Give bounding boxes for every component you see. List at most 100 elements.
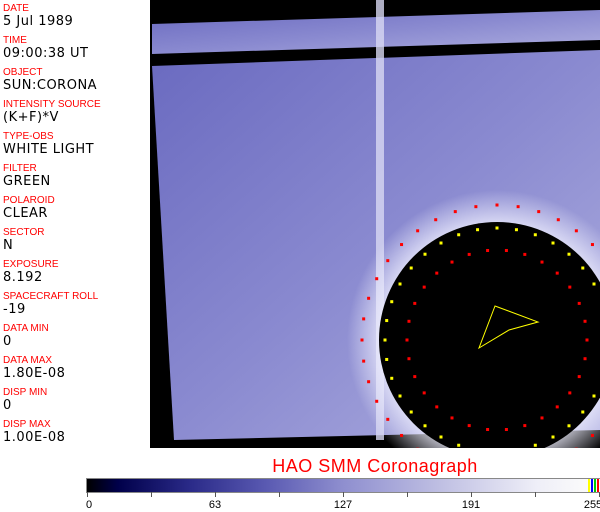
- red-marker-dot: [367, 380, 371, 384]
- meta-label: SECTOR: [3, 227, 45, 238]
- meta-label: DATA MAX: [3, 355, 53, 366]
- red-marker-dot: [523, 424, 527, 428]
- red-marker-dot: [486, 428, 490, 432]
- meta-label: TYPE-OBS: [3, 131, 54, 142]
- red-marker-dot: [435, 405, 439, 409]
- colorbar-tick-label: 63: [208, 499, 222, 511]
- meta-value: CLEAR: [3, 206, 48, 221]
- red-marker-dot: [537, 210, 541, 214]
- plot-title: HAO SMM Coronagraph: [272, 456, 478, 476]
- meta-label: EXPOSURE: [3, 259, 59, 270]
- red-marker-dot: [362, 317, 366, 321]
- meta-label: SPACECRAFT ROLL: [3, 291, 99, 302]
- yellow-marker-dot: [495, 226, 499, 230]
- yellow-marker-dot: [551, 241, 555, 245]
- colorbar-tick-label: 127: [333, 499, 353, 511]
- streak: [376, 0, 384, 440]
- yellow-marker-dot: [390, 376, 394, 380]
- yellow-marker-dot: [581, 266, 585, 270]
- red-marker-dot: [467, 252, 471, 256]
- red-marker-dot: [467, 424, 471, 428]
- red-marker-dot: [367, 296, 371, 300]
- red-marker-dot: [486, 248, 490, 252]
- coronagraph-svg: [152, 0, 600, 490]
- meta-value: 1.80E-08: [3, 366, 66, 381]
- colorbar-tick: [471, 492, 472, 497]
- red-marker-dot: [523, 252, 527, 256]
- red-marker-dot: [556, 218, 560, 222]
- red-marker-dot: [434, 218, 438, 222]
- red-marker-dot: [516, 205, 520, 209]
- red-marker-dot: [540, 260, 544, 264]
- red-marker-dot: [540, 416, 544, 420]
- meta-label: DATA MIN: [3, 323, 49, 334]
- red-marker-dot: [585, 338, 589, 342]
- yellow-marker-dot: [398, 394, 402, 398]
- colorbar-green-marker: [594, 479, 596, 492]
- red-marker-dot: [405, 338, 409, 342]
- meta-value: SUN:CORONA: [3, 78, 98, 93]
- red-marker-dot: [568, 391, 572, 395]
- meta-value: 09:00:38 UT: [3, 46, 89, 61]
- meta-label: OBJECT: [3, 67, 43, 78]
- red-marker-dot: [375, 277, 379, 281]
- yellow-marker-dot: [383, 338, 387, 342]
- yellow-marker-dot: [409, 410, 413, 414]
- yellow-marker-dot: [533, 233, 537, 237]
- yellow-marker-dot: [581, 410, 585, 414]
- yellow-polygon-marker: [478, 305, 540, 350]
- yellow-marker-dot: [439, 435, 443, 439]
- yellow-marker-dot: [533, 443, 537, 447]
- yellow-marker-dot: [385, 357, 389, 361]
- colorbar-tick: [151, 492, 152, 497]
- red-marker-dot: [495, 203, 499, 207]
- colorbar-yellow-marker: [588, 479, 590, 492]
- yellow-marker-dot: [514, 228, 518, 232]
- meta-value: 8.192: [3, 270, 43, 285]
- yellow-marker-dot: [439, 241, 443, 245]
- meta-value: 0: [3, 334, 12, 349]
- red-marker-dot: [555, 271, 559, 275]
- red-marker-dot: [583, 319, 587, 323]
- yellow-marker-dot: [390, 300, 394, 304]
- red-marker-dot: [450, 260, 454, 264]
- red-marker-dot: [435, 271, 439, 275]
- yellow-marker-dot: [551, 435, 555, 439]
- red-marker-dot: [453, 210, 457, 214]
- red-marker-dot: [568, 285, 572, 289]
- red-marker-dot: [413, 375, 417, 379]
- red-marker-dot: [577, 375, 581, 379]
- yellow-marker-dot: [423, 424, 427, 428]
- colorbar: [86, 478, 600, 493]
- red-marker-dot: [386, 259, 390, 263]
- yellow-marker-dot: [476, 228, 480, 232]
- meta-value: 1.00E-08: [3, 430, 66, 445]
- colorbar-tick: [279, 492, 280, 497]
- red-marker-dot: [400, 243, 404, 247]
- red-marker-dot: [407, 357, 411, 361]
- red-marker-dot: [577, 301, 581, 305]
- red-marker-dot: [590, 243, 594, 247]
- yellow-marker-dot: [567, 252, 571, 256]
- meta-label: INTENSITY SOURCE: [3, 99, 101, 110]
- meta-label: DISP MIN: [3, 387, 48, 398]
- yellow-marker-dot: [457, 233, 461, 237]
- yellow-marker-dot: [592, 394, 596, 398]
- colorbar-tick-label: 191: [461, 499, 481, 511]
- red-marker-dot: [400, 433, 404, 437]
- metadata-panel: DATE 5 Jul 1989 TIME 09:00:38 UT OBJECT SUN:C…: [0, 0, 152, 448]
- yellow-marker-dot: [423, 252, 427, 256]
- meta-value: WHITE LIGHT: [3, 142, 95, 157]
- yellow-marker-dot: [457, 443, 461, 447]
- red-marker-dot: [416, 229, 420, 233]
- colorbar-tick: [87, 492, 88, 497]
- yellow-marker-dot: [398, 282, 402, 286]
- yellow-marker-dot: [567, 424, 571, 428]
- colorbar-tick: [535, 492, 536, 497]
- colorbar-tick: [343, 492, 344, 497]
- meta-value: (K+F)*V: [3, 110, 59, 125]
- colorbar-tick: [407, 492, 408, 497]
- meta-value: 0: [3, 398, 12, 413]
- red-marker-dot: [555, 405, 559, 409]
- meta-label: TIME: [3, 35, 27, 46]
